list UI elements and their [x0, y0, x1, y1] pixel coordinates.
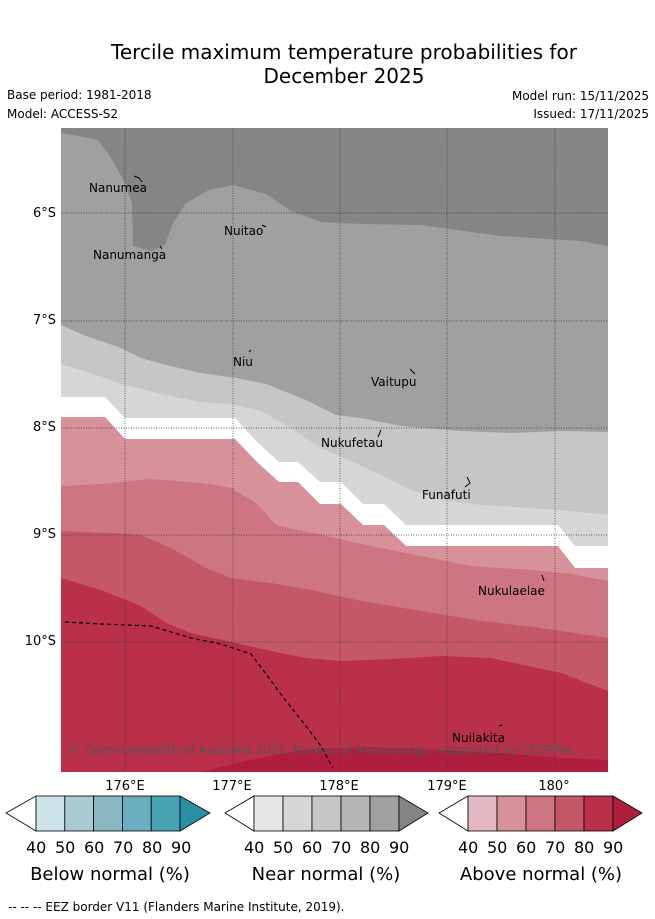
near-tick-60: 60 — [302, 838, 323, 857]
above-swatch-80 — [583, 795, 614, 832]
above-normal-80-region — [61, 578, 608, 772]
below-swatch-70 — [122, 795, 152, 832]
near-tick-40: 40 — [244, 838, 265, 857]
near-tick-80: 80 — [360, 838, 381, 857]
below-swatch-40 — [35, 795, 66, 832]
above-tick-80: 80 — [574, 838, 595, 857]
island-marks — [133, 175, 545, 727]
below-arrow-high — [179, 795, 211, 832]
above-swatch-70 — [554, 795, 585, 832]
below-tick-80: 80 — [142, 838, 163, 857]
above-tick-60: 60 — [516, 838, 537, 857]
map-title: Tercile maximum temperature probabilitie… — [0, 40, 655, 88]
lon-label-179e: 179°E — [427, 779, 467, 794]
near-arrow-low — [224, 795, 255, 832]
title-line-2: December 2025 — [263, 64, 425, 88]
below-tick-50: 50 — [55, 838, 76, 857]
legend-colorbars — [5, 795, 643, 832]
near-tick-70: 70 — [331, 838, 352, 857]
above-swatch-40 — [467, 795, 498, 832]
issued-date: Issued: 17/11/2025 — [533, 107, 649, 121]
place-label-nuilakita: Nuilakita — [452, 731, 505, 745]
lon-label-180: 180° — [538, 779, 570, 794]
near-swatch-40 — [253, 795, 284, 832]
copyright-notice: © Commonwealth of Australia 2025, Bureau… — [69, 743, 574, 757]
above-normal-label: Above normal (%) — [459, 864, 623, 885]
above-swatch-50 — [496, 795, 527, 832]
lat-label-8s: 8°S — [32, 420, 56, 435]
model-name: Model: ACCESS-S2 — [7, 107, 119, 121]
above-arrow-high — [612, 795, 643, 832]
below-swatch-80 — [150, 795, 181, 832]
below-normal-colorbar — [5, 795, 211, 832]
colorbar-ticks: 40 50 60 70 80 90 40 50 60 70 80 90 40 5… — [0, 838, 655, 860]
below-arrow-low — [5, 795, 37, 832]
near-normal-90-region — [61, 128, 608, 251]
near-normal-label: Near normal (%) — [251, 864, 401, 885]
base-period: Base period: 1981-2018 — [7, 88, 152, 102]
title-line-1: Tercile maximum temperature probabilitie… — [111, 40, 577, 64]
below-tick-90: 90 — [171, 838, 192, 857]
place-label-nukufetau: Nukufetau — [321, 436, 383, 450]
above-arrow-low — [438, 795, 469, 832]
place-label-nukulaelae: Nukulaelae — [478, 584, 545, 598]
lon-label-176e: 176°E — [105, 779, 145, 794]
lat-label-7s: 7°S — [32, 313, 56, 328]
place-label-funafuti: Funafuti — [422, 488, 471, 502]
place-label-nuitao: Nuitao — [224, 224, 263, 238]
place-label-niu: Niu — [233, 355, 253, 369]
near-normal-colorbar — [224, 795, 429, 832]
lat-label-10s: 10°S — [24, 634, 56, 649]
above-tick-40: 40 — [458, 838, 479, 857]
place-label-nanumanga: Nanumanga — [93, 248, 166, 262]
lon-label-178e: 178°E — [319, 779, 359, 794]
lon-label-177e: 177°E — [212, 779, 252, 794]
below-tick-70: 70 — [113, 838, 134, 857]
near-swatch-70 — [340, 795, 371, 832]
above-tick-90: 90 — [603, 838, 624, 857]
eez-border — [64, 621, 334, 769]
above-normal-colorbar — [438, 795, 643, 832]
below-normal-label: Below normal (%) — [30, 864, 190, 885]
above-tick-70: 70 — [545, 838, 566, 857]
near-swatch-50 — [282, 795, 313, 832]
near-swatch-80 — [369, 795, 400, 832]
above-swatch-60 — [525, 795, 556, 832]
lat-label-9s: 9°S — [32, 527, 56, 542]
near-swatch-60 — [311, 795, 342, 832]
above-normal-90-region — [201, 747, 608, 772]
near-tick-90: 90 — [389, 838, 410, 857]
below-swatch-50 — [64, 795, 95, 832]
below-tick-40: 40 — [26, 838, 47, 857]
lat-label-6s: 6°S — [32, 206, 56, 221]
place-label-nanumea: Nanumea — [89, 181, 147, 195]
place-label-vaitupu: Vaitupu — [371, 375, 417, 389]
near-tick-50: 50 — [273, 838, 294, 857]
near-arrow-high — [398, 795, 429, 832]
above-tick-50: 50 — [487, 838, 508, 857]
eez-note: -- -- -- EEZ border V11 (Flanders Marine… — [8, 900, 345, 914]
below-swatch-60 — [93, 795, 123, 832]
graticule — [61, 128, 608, 772]
model-run: Model run: 15/11/2025 — [511, 89, 649, 103]
below-tick-60: 60 — [84, 838, 105, 857]
probability-map: Nanumea Nanumanga Nuitao Niu Vaitupu Nuk… — [61, 128, 608, 772]
